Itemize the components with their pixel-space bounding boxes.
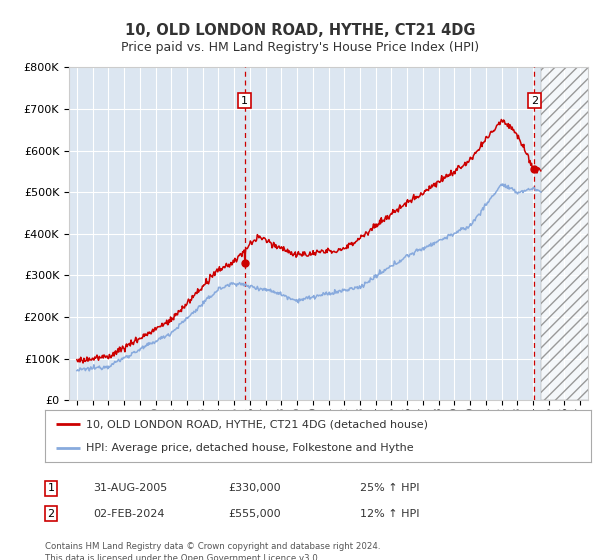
Text: £555,000: £555,000 [228, 508, 281, 519]
Text: 1: 1 [47, 483, 55, 493]
Text: £330,000: £330,000 [228, 483, 281, 493]
Text: 31-AUG-2005: 31-AUG-2005 [93, 483, 167, 493]
Text: 02-FEB-2024: 02-FEB-2024 [93, 508, 164, 519]
Bar [541, 67, 600, 400]
Text: 25% ↑ HPI: 25% ↑ HPI [360, 483, 419, 493]
Text: 1: 1 [241, 96, 248, 105]
Text: 12% ↑ HPI: 12% ↑ HPI [360, 508, 419, 519]
Text: 10, OLD LONDON ROAD, HYTHE, CT21 4DG (detached house): 10, OLD LONDON ROAD, HYTHE, CT21 4DG (de… [86, 419, 428, 430]
Text: 2: 2 [47, 508, 55, 519]
Text: HPI: Average price, detached house, Folkestone and Hythe: HPI: Average price, detached house, Folk… [86, 443, 413, 453]
Text: Price paid vs. HM Land Registry's House Price Index (HPI): Price paid vs. HM Land Registry's House … [121, 41, 479, 54]
Bar [541, 67, 600, 400]
Text: 10, OLD LONDON ROAD, HYTHE, CT21 4DG: 10, OLD LONDON ROAD, HYTHE, CT21 4DG [125, 24, 475, 38]
Text: Contains HM Land Registry data © Crown copyright and database right 2024.
This d: Contains HM Land Registry data © Crown c… [45, 542, 380, 560]
Text: 2: 2 [530, 96, 538, 105]
